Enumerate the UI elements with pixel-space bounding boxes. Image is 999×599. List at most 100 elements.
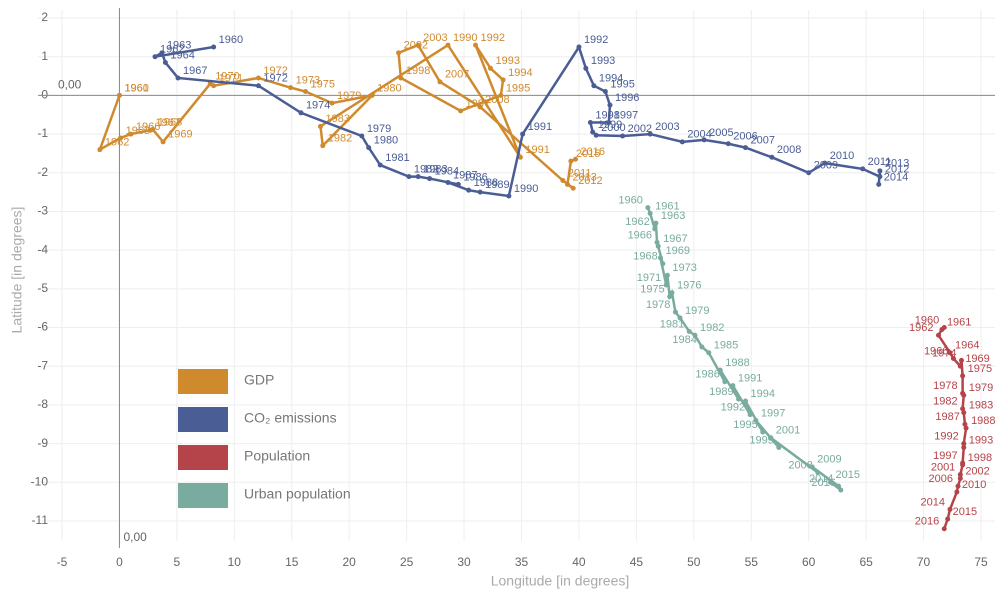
point-label: 1994 bbox=[599, 73, 623, 85]
point bbox=[722, 379, 728, 385]
point-label: 1991 bbox=[738, 372, 762, 384]
point-label: 2002 bbox=[965, 465, 989, 477]
point bbox=[667, 294, 673, 300]
legend-label: Urban population bbox=[244, 486, 351, 502]
point bbox=[877, 168, 883, 174]
point-label: 2007 bbox=[445, 69, 469, 81]
point-label: 1978 bbox=[933, 380, 957, 392]
point-label: 1974 bbox=[932, 347, 956, 359]
point-label: 1962 bbox=[909, 322, 933, 334]
point bbox=[736, 396, 742, 402]
x-tick-label: 65 bbox=[859, 555, 873, 569]
point-label: 1997 bbox=[466, 98, 490, 110]
y-axis-title: Latitude [in degrees] bbox=[9, 207, 25, 334]
point bbox=[437, 79, 443, 85]
point-label: 1983 bbox=[969, 400, 993, 412]
point-label: 1990 bbox=[514, 183, 538, 195]
y-tick-label: 0 bbox=[41, 88, 48, 102]
point-label: 1992 bbox=[481, 32, 505, 44]
point bbox=[645, 205, 651, 211]
point bbox=[950, 355, 956, 361]
point-label: 1992 bbox=[934, 431, 958, 443]
point-label: 1975 bbox=[640, 283, 664, 295]
point bbox=[159, 50, 165, 56]
point bbox=[663, 282, 669, 288]
point-label: 1969 bbox=[168, 129, 192, 141]
point bbox=[445, 179, 451, 185]
point-label: 1963 bbox=[167, 40, 191, 52]
point-label: 2014 bbox=[809, 473, 833, 485]
point bbox=[947, 506, 953, 512]
reference-label: 0,00 bbox=[58, 78, 82, 92]
point-label: 1991 bbox=[525, 144, 549, 156]
point-label: 2012 bbox=[578, 175, 602, 187]
point bbox=[706, 350, 712, 356]
point bbox=[730, 383, 736, 389]
point bbox=[664, 272, 670, 278]
point-label: 1997 bbox=[933, 450, 957, 462]
point-label: 1978 bbox=[646, 299, 670, 311]
point-label: 1962 bbox=[105, 136, 129, 148]
point-label: 2014 bbox=[884, 171, 908, 183]
x-tick-label: 10 bbox=[228, 555, 242, 569]
point bbox=[809, 464, 815, 470]
x-tick-label: 20 bbox=[343, 555, 357, 569]
point-label: 2006 bbox=[733, 131, 757, 143]
point bbox=[359, 133, 365, 139]
point bbox=[303, 89, 309, 95]
point bbox=[660, 261, 666, 267]
point-label: 2014 bbox=[920, 496, 944, 508]
point-label: 1997 bbox=[761, 407, 785, 419]
point-label: 2015 bbox=[836, 469, 860, 481]
point bbox=[776, 444, 782, 450]
point-label: 1962 bbox=[160, 44, 184, 56]
point-label: 1979 bbox=[337, 90, 361, 102]
y-tick-label: -1 bbox=[37, 126, 48, 140]
point bbox=[960, 373, 966, 379]
point bbox=[701, 137, 707, 143]
point bbox=[769, 154, 775, 160]
point-label: 1986 bbox=[463, 171, 487, 183]
point bbox=[377, 162, 383, 168]
point bbox=[606, 119, 612, 125]
point bbox=[520, 131, 526, 137]
point-label: 1983 bbox=[325, 113, 349, 125]
point bbox=[406, 174, 412, 180]
point-label: 1975 bbox=[311, 78, 335, 90]
point bbox=[941, 526, 947, 532]
point-label: 1960 bbox=[219, 34, 243, 46]
point-label: 1984 bbox=[672, 334, 696, 346]
point-label: 2013 bbox=[572, 171, 596, 183]
point bbox=[954, 489, 960, 495]
point-label: 1967 bbox=[663, 233, 687, 245]
x-tick-label: 45 bbox=[630, 555, 644, 569]
point-label: 2015 bbox=[576, 148, 600, 160]
point-label: 1998 bbox=[595, 109, 619, 121]
y-tick-label: -4 bbox=[37, 242, 48, 256]
point-label: 1961 bbox=[124, 82, 148, 94]
point bbox=[445, 42, 451, 48]
point bbox=[958, 357, 964, 363]
point bbox=[686, 328, 692, 334]
point bbox=[753, 417, 759, 423]
point bbox=[647, 131, 653, 137]
legend-swatch bbox=[178, 483, 228, 508]
point-label: 1994 bbox=[508, 67, 532, 79]
point-label: 1967 bbox=[183, 65, 207, 77]
point bbox=[760, 429, 766, 435]
point-label: 1973 bbox=[296, 75, 320, 87]
point bbox=[487, 65, 493, 71]
point bbox=[593, 132, 599, 138]
point-label: 1960 bbox=[124, 82, 148, 94]
point bbox=[877, 174, 883, 180]
point bbox=[836, 483, 842, 489]
point-label: 1993 bbox=[969, 434, 993, 446]
point bbox=[455, 181, 461, 187]
point-label: 1963 bbox=[661, 210, 685, 222]
x-tick-label: 15 bbox=[285, 555, 299, 569]
point-label: 2007 bbox=[751, 135, 775, 147]
point-label: 2000 bbox=[601, 122, 625, 134]
point-label: 2009 bbox=[814, 160, 838, 172]
reference-label: 0,00 bbox=[123, 530, 147, 544]
